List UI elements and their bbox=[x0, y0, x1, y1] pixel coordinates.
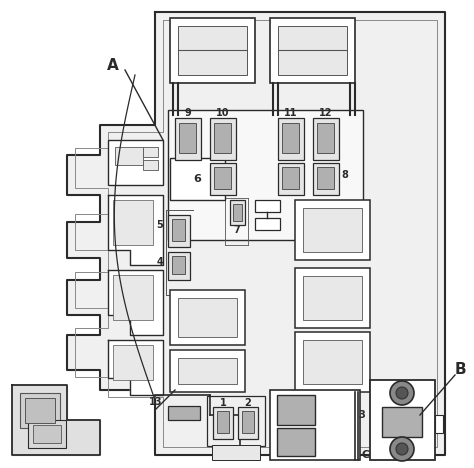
Bar bbox=[255, 200, 280, 212]
Polygon shape bbox=[108, 340, 163, 395]
Bar bbox=[238, 407, 258, 439]
Circle shape bbox=[390, 437, 414, 461]
Bar bbox=[317, 123, 334, 153]
Bar bbox=[212, 445, 260, 460]
Bar bbox=[115, 147, 143, 165]
Bar bbox=[242, 411, 254, 433]
Bar bbox=[168, 406, 200, 420]
Bar bbox=[435, 415, 443, 433]
Bar bbox=[303, 276, 362, 320]
Bar bbox=[382, 407, 422, 437]
Bar bbox=[168, 252, 190, 280]
Polygon shape bbox=[108, 195, 163, 265]
Bar bbox=[170, 18, 255, 83]
Text: 6: 6 bbox=[193, 174, 201, 184]
Text: 12: 12 bbox=[319, 108, 333, 118]
Bar bbox=[295, 200, 370, 260]
Bar bbox=[168, 215, 190, 247]
Bar bbox=[303, 340, 362, 384]
Bar bbox=[270, 390, 360, 460]
Bar bbox=[295, 332, 370, 392]
Text: C: C bbox=[362, 450, 370, 460]
Polygon shape bbox=[12, 385, 100, 455]
Text: 9: 9 bbox=[185, 108, 191, 118]
Bar bbox=[113, 200, 153, 245]
Bar bbox=[277, 428, 315, 456]
Text: 2: 2 bbox=[245, 398, 251, 408]
Bar bbox=[170, 290, 245, 345]
Bar bbox=[28, 420, 66, 448]
Text: 1: 1 bbox=[219, 398, 227, 408]
Polygon shape bbox=[108, 270, 163, 335]
Bar bbox=[278, 26, 347, 75]
Bar bbox=[233, 204, 242, 221]
Bar bbox=[313, 118, 339, 160]
Bar bbox=[113, 275, 153, 320]
Text: 4: 4 bbox=[156, 257, 163, 267]
Bar bbox=[277, 395, 315, 425]
Bar bbox=[303, 208, 362, 252]
Bar bbox=[282, 123, 299, 153]
Text: 8: 8 bbox=[342, 170, 348, 180]
Bar bbox=[282, 167, 299, 189]
Bar bbox=[210, 163, 236, 195]
Bar bbox=[172, 256, 185, 274]
Bar bbox=[217, 411, 229, 433]
Text: 3: 3 bbox=[358, 410, 365, 420]
Bar bbox=[270, 18, 355, 83]
Bar bbox=[170, 350, 245, 392]
Bar bbox=[213, 407, 233, 439]
Bar bbox=[113, 345, 153, 380]
Text: 11: 11 bbox=[284, 108, 298, 118]
Bar bbox=[230, 200, 245, 225]
Bar bbox=[317, 167, 334, 189]
Bar bbox=[278, 118, 304, 160]
Text: 5: 5 bbox=[156, 220, 163, 230]
Text: A: A bbox=[107, 58, 119, 73]
Text: 13: 13 bbox=[148, 397, 162, 407]
Bar bbox=[178, 358, 237, 384]
Bar bbox=[210, 118, 236, 160]
Text: 10: 10 bbox=[216, 108, 230, 118]
Text: B: B bbox=[454, 363, 466, 378]
Circle shape bbox=[396, 387, 408, 399]
Bar bbox=[295, 268, 370, 328]
Circle shape bbox=[396, 443, 408, 455]
Bar bbox=[255, 218, 280, 230]
Bar bbox=[108, 140, 163, 185]
Bar bbox=[313, 163, 339, 195]
Bar bbox=[33, 425, 61, 443]
Bar bbox=[143, 147, 158, 157]
Polygon shape bbox=[67, 12, 445, 455]
Bar bbox=[179, 123, 196, 153]
Bar bbox=[25, 398, 55, 423]
Bar bbox=[172, 219, 185, 241]
Bar bbox=[370, 380, 435, 460]
Bar bbox=[175, 118, 201, 160]
Bar bbox=[178, 26, 247, 75]
Bar bbox=[143, 160, 158, 170]
Bar bbox=[178, 298, 237, 337]
Bar bbox=[278, 163, 304, 195]
Circle shape bbox=[390, 381, 414, 405]
Text: 7: 7 bbox=[234, 225, 240, 235]
Bar bbox=[170, 158, 225, 200]
Bar bbox=[214, 167, 231, 189]
Bar bbox=[20, 393, 60, 428]
Bar bbox=[214, 123, 231, 153]
Bar bbox=[207, 396, 265, 446]
Bar bbox=[168, 110, 363, 240]
